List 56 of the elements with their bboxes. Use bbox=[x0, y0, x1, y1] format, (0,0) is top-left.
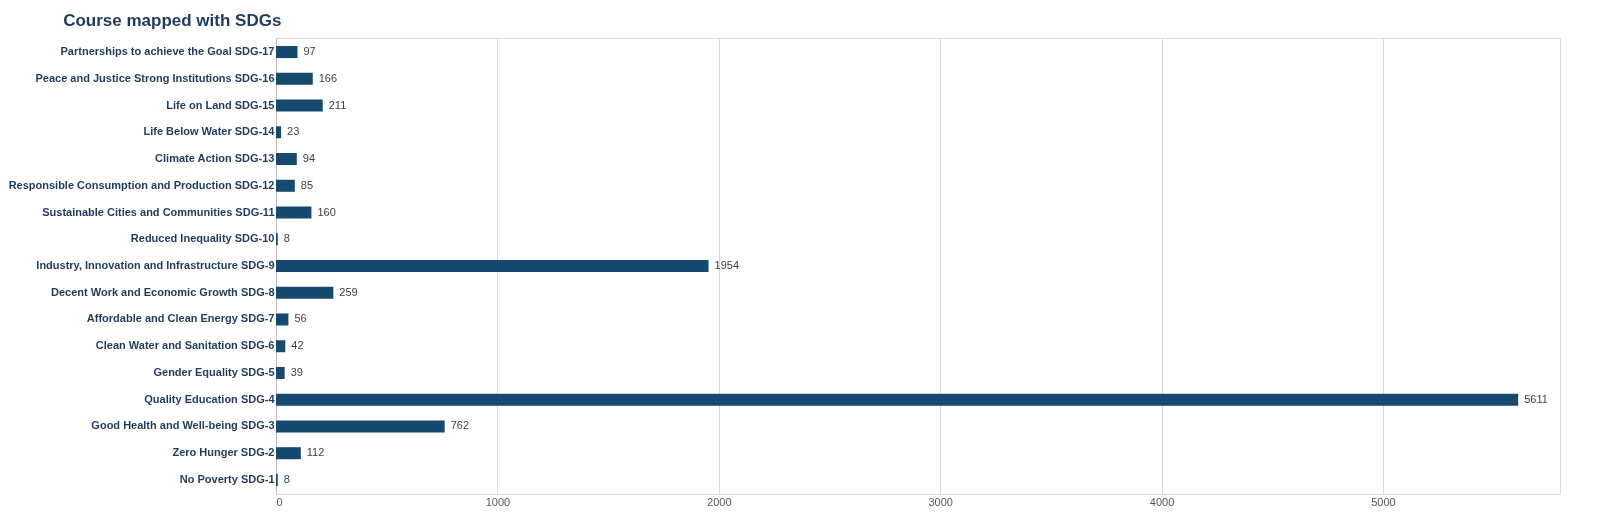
data-label: 56 bbox=[294, 312, 307, 325]
x-tick-label: 1000 bbox=[485, 495, 511, 508]
data-label: 259 bbox=[339, 285, 358, 298]
y-tick-label: Clean Water and Sanitation SDG-6 bbox=[95, 339, 275, 352]
x-tick-label: 0 bbox=[276, 495, 283, 508]
y-tick-label: Gender Equality SDG-5 bbox=[153, 365, 275, 378]
data-label: 8 bbox=[283, 232, 290, 245]
x-tick-label: 2000 bbox=[707, 495, 732, 508]
y-tick-label: Industry, Innovation and Infrastructure SDG-9 bbox=[36, 259, 275, 271]
y-tick-label: No Poverty SDG-1 bbox=[179, 472, 275, 485]
y-tick-label: Good Health and Well-being SDG-3 bbox=[91, 419, 275, 432]
data-label: 97 bbox=[303, 45, 316, 58]
bar bbox=[276, 366, 285, 379]
data-label: 23 bbox=[287, 125, 300, 138]
bar bbox=[276, 206, 312, 219]
y-tick-label: Responsible Consumption and Production SDG-12 bbox=[8, 178, 275, 191]
x-tick-label: 5000 bbox=[1371, 495, 1396, 508]
data-label: 85 bbox=[300, 178, 314, 191]
data-label: 112 bbox=[306, 446, 325, 459]
y-tick-label: Reduced Inequality SDG-10 bbox=[130, 232, 275, 245]
y-tick-label: Zero Hunger SDG-2 bbox=[172, 446, 275, 459]
bar bbox=[276, 126, 282, 139]
y-tick-label: Peace and Justice Strong Institutions SDG-16 bbox=[35, 71, 275, 84]
bar bbox=[276, 259, 709, 273]
x-tick-label: 3000 bbox=[928, 495, 953, 508]
y-tick-label: Sustainable Cities and Communities SDG-11 bbox=[42, 205, 275, 218]
y-tick-label: Decent Work and Economic Growth SDG-8 bbox=[51, 285, 275, 298]
bar bbox=[276, 286, 334, 299]
data-label: 762 bbox=[450, 419, 470, 432]
bar bbox=[276, 72, 313, 85]
bar bbox=[276, 179, 295, 192]
x-tick-label: 4000 bbox=[1149, 495, 1175, 508]
data-label: 8 bbox=[283, 472, 290, 485]
bar bbox=[276, 340, 286, 353]
data-label: 42 bbox=[291, 339, 304, 352]
data-label: 39 bbox=[290, 365, 303, 378]
data-label: 5611 bbox=[1524, 392, 1548, 405]
y-tick-label: Partnerships to achieve the Goal SDG-17 bbox=[60, 45, 275, 58]
bar bbox=[276, 420, 445, 433]
y-tick-label: Climate Action SDG-13 bbox=[155, 152, 275, 165]
bar bbox=[276, 99, 323, 112]
bar bbox=[276, 313, 289, 326]
data-label: 94 bbox=[302, 152, 316, 165]
bar bbox=[276, 393, 1519, 406]
y-tick-label: Quality Education SDG-4 bbox=[144, 392, 276, 405]
data-label: 166 bbox=[318, 71, 338, 84]
y-tick-label: Affordable and Clean Energy SDG-7 bbox=[86, 312, 275, 325]
data-label: 211 bbox=[328, 98, 347, 111]
y-tick-label: Life on Land SDG-15 bbox=[166, 98, 275, 111]
data-label: 160 bbox=[317, 205, 336, 218]
bar bbox=[276, 153, 297, 166]
bar bbox=[276, 447, 301, 460]
bar bbox=[276, 46, 298, 59]
data-label: 1954 bbox=[714, 259, 740, 271]
chart-title: Course mapped with SDGs bbox=[63, 11, 282, 30]
y-tick-label: Life Below Water SDG-14 bbox=[143, 125, 276, 138]
